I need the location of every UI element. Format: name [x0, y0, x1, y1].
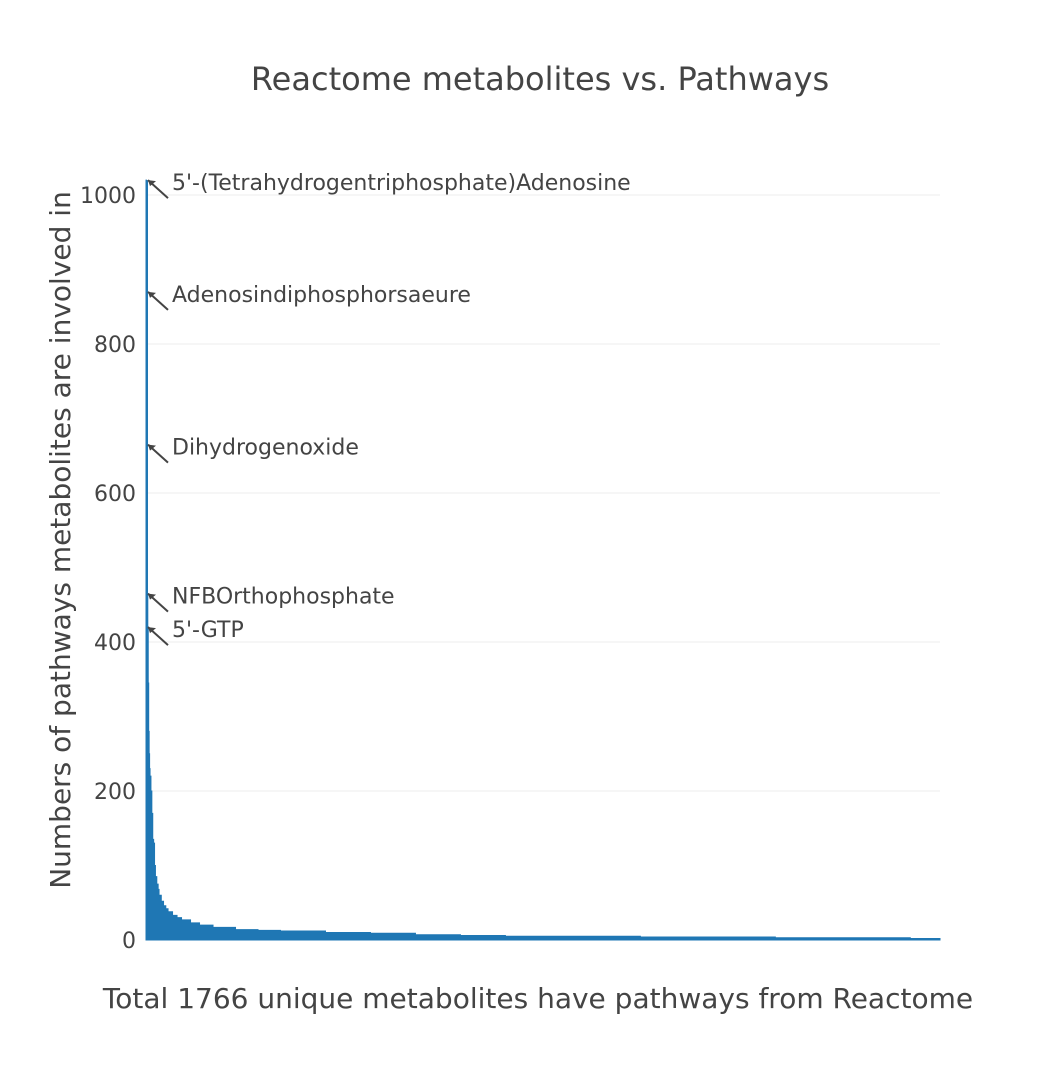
annotation-label: Adenosindiphosphorsaeure — [172, 283, 471, 308]
annotation: NFBOrthophosphate — [147, 585, 395, 613]
annotation-arrowhead — [148, 444, 156, 451]
y-tick-label: 800 — [94, 333, 136, 358]
annotation-arrowhead — [148, 627, 156, 634]
y-axis-title: Numbers of pathways metabolites are invo… — [44, 191, 77, 889]
y-tick-label: 200 — [94, 780, 136, 805]
y-tick-label: 400 — [94, 631, 136, 656]
annotation-arrowhead — [148, 291, 156, 298]
annotation: Adenosindiphosphorsaeure — [147, 283, 471, 311]
annotation-label: 5'-GTP — [172, 618, 244, 643]
annotation-label: 5'-(Tetrahydrogentriphosphate)Adenosine — [172, 171, 631, 196]
annotation: Dihydrogenoxide — [147, 436, 359, 464]
chart-title: Reactome metabolites vs. Pathways — [251, 60, 829, 98]
annotation: 5'-GTP — [147, 618, 244, 646]
y-tick-labels: 0 200 400 600 800 1000 — [80, 184, 136, 954]
y-tick-label: 0 — [122, 929, 136, 954]
annotation-label: NFBOrthophosphate — [172, 585, 395, 610]
y-tick-label: 600 — [94, 482, 136, 507]
plot-area — [145, 179, 941, 941]
data-series-area — [145, 179, 941, 941]
gridlines — [146, 194, 940, 792]
y-tick-label: 1000 — [80, 184, 136, 209]
x-axis-title: Total 1766 unique metabolites have pathw… — [102, 982, 973, 1015]
annotations: 5'-(Tetrahydrogentriphosphate)Adenosine A… — [147, 171, 631, 646]
annotation-arrowhead — [148, 593, 156, 600]
annotation-label: Dihydrogenoxide — [172, 436, 359, 461]
annotation: 5'-(Tetrahydrogentriphosphate)Adenosine — [147, 171, 631, 199]
annotation-arrowhead — [148, 180, 156, 187]
